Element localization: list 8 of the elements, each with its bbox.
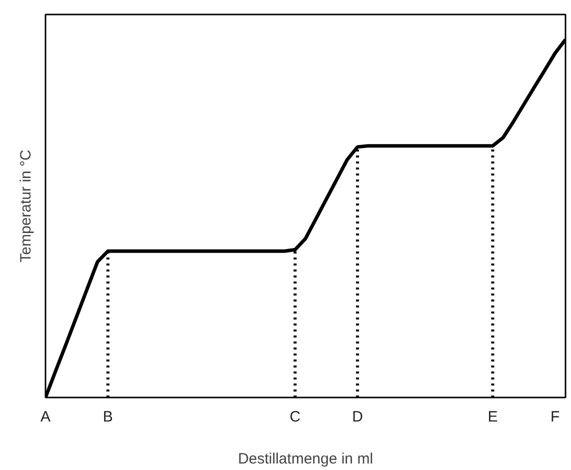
y-axis-title: Temperatur in °C — [18, 149, 34, 262]
x-tick-label: D — [352, 408, 364, 426]
x-tick-label: C — [290, 408, 301, 426]
x-tick-label: F — [550, 408, 560, 426]
x-tick-label: E — [488, 408, 498, 426]
x-tick-label: B — [102, 408, 113, 426]
x-tick-label: A — [40, 408, 51, 426]
x-axis-title: Destillatmenge in ml — [238, 450, 374, 468]
